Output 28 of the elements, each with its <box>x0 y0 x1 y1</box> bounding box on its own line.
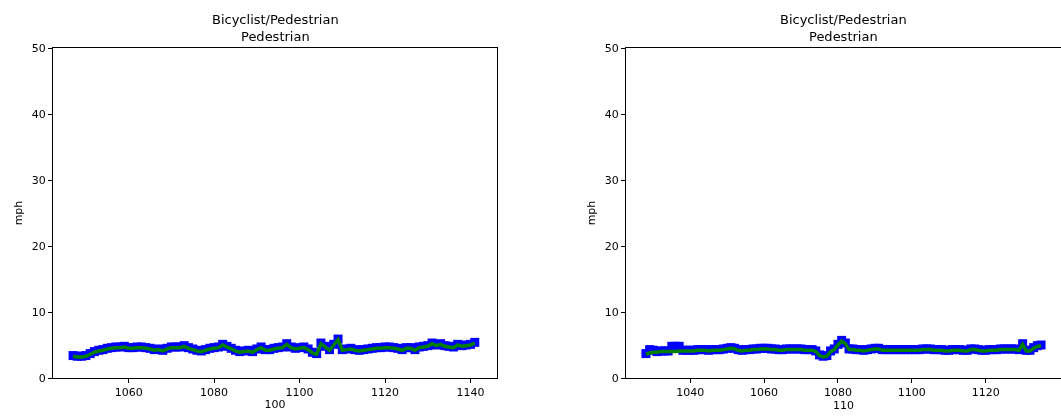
y-axis-title: mph <box>12 200 26 226</box>
y-axis-title: mph <box>585 200 599 226</box>
y-tick-label: 20 <box>604 239 619 253</box>
x-tick-label: 1120 <box>971 386 1000 400</box>
y-tick-label: 50 <box>31 41 46 55</box>
x-tick-label: 1040 <box>676 386 705 400</box>
x-tick-label: 1060 <box>750 386 779 400</box>
x-tick-label: 1100 <box>285 386 314 400</box>
chart-title: Bicyclist/Pedestrian Pedestrian <box>780 12 907 44</box>
y-tick-label: 30 <box>31 173 46 187</box>
x-tick-label: 1100 <box>897 386 926 400</box>
y-tick-label: 0 <box>38 371 46 385</box>
y-tick-label: 20 <box>31 239 46 253</box>
y-tick-label: 10 <box>31 305 46 319</box>
y-tick-label: 30 <box>604 173 619 187</box>
x-tick-label: 1080 <box>200 386 229 400</box>
y-tick-label: 0 <box>611 371 619 385</box>
x-tick-label: 1140 <box>456 386 485 400</box>
x-axis-title: 100 <box>264 398 286 412</box>
y-tick-label: 10 <box>604 305 619 319</box>
x-tick-label: 1060 <box>114 386 143 400</box>
x-tick-label: 1120 <box>371 386 400 400</box>
y-tick-label: 40 <box>604 107 619 121</box>
x-tick-label: 1080 <box>823 386 852 400</box>
chart-title: Bicyclist/Pedestrian Pedestrian <box>212 12 339 44</box>
y-tick-label: 50 <box>604 41 619 55</box>
y-tick-label: 40 <box>31 107 46 121</box>
x-axis-title: 110 <box>833 399 854 413</box>
